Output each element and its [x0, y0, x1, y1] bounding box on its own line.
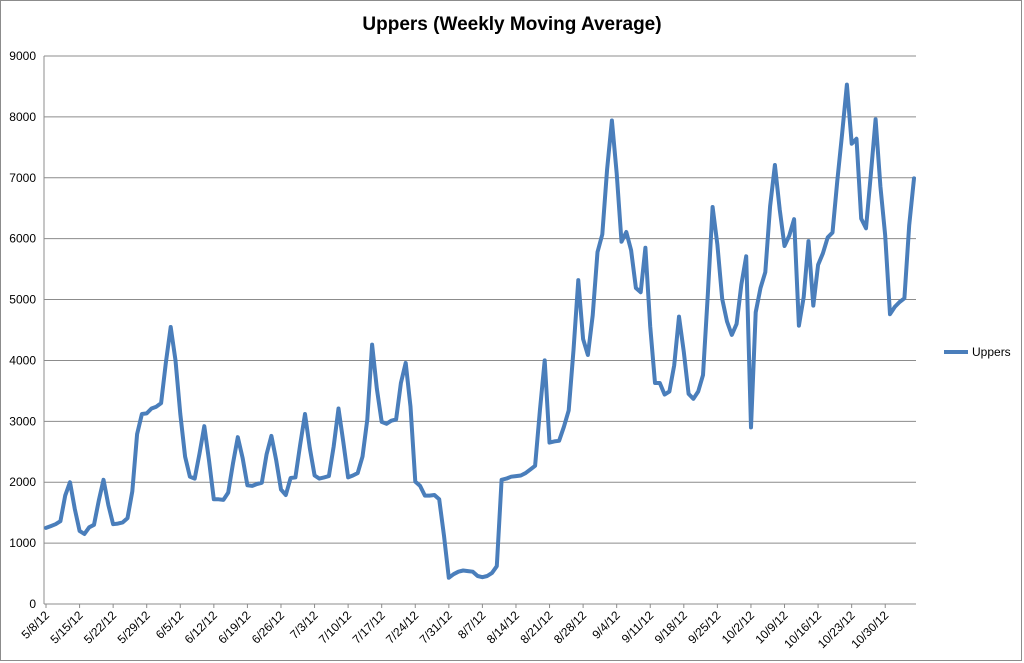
y-tick-label: 6000 [9, 232, 36, 246]
y-tick-labels: 0 1000 2000 3000 4000 5000 6000 7000 8000 9000 [9, 49, 36, 611]
x-tick-label: 9/4/12 [589, 608, 623, 642]
x-tick-label: 7/31/12 [417, 608, 455, 646]
x-tick-label: 8/21/12 [517, 608, 555, 646]
gridlines [44, 55, 916, 544]
series-line-uppers [44, 82, 916, 580]
x-tick-label: 6/26/12 [249, 608, 287, 646]
y-tick-label: 5000 [9, 293, 36, 307]
legend-label-uppers: Uppers [972, 345, 1011, 359]
x-tick-label: 6/12/12 [182, 608, 220, 646]
x-tick-label: 9/11/12 [619, 608, 657, 646]
x-tick-label: 10/30/12 [848, 608, 891, 651]
legend: Uppers [944, 345, 1011, 359]
x-tick-label: 8/28/12 [551, 608, 589, 646]
y-tick-label: 0 [29, 597, 36, 611]
x-tick-label: 5/29/12 [115, 608, 153, 646]
y-tick-label: 7000 [9, 171, 36, 185]
y-tick-label: 3000 [9, 414, 36, 428]
x-tick-label: 7/17/12 [350, 608, 388, 646]
x-tick-label: 6/19/12 [215, 608, 253, 646]
y-tick-label: 8000 [9, 110, 36, 124]
x-tick-label: 5/15/12 [47, 608, 85, 646]
x-tick-label: 9/18/12 [652, 608, 690, 646]
x-tick-label: 7/24/12 [383, 608, 421, 646]
x-tick-label: 9/25/12 [685, 608, 723, 646]
x-tick-label: 7/10/12 [316, 608, 354, 646]
axes [43, 56, 916, 608]
x-tick-label: 8/14/12 [484, 608, 522, 646]
x-tick-labels: 5/8/125/15/125/22/125/29/12 6/5/126/12/12… [19, 608, 892, 651]
y-tick-label: 1000 [9, 536, 36, 550]
y-tick-label: 9000 [9, 49, 36, 63]
x-tick-label: 5/22/12 [81, 608, 119, 646]
y-tick-label: 2000 [9, 475, 36, 489]
x-tick-label: 10/2/12 [719, 608, 757, 646]
y-tick-label: 4000 [9, 353, 36, 367]
series-lines [44, 82, 916, 580]
chart-title: Uppers (Weekly Moving Average) [362, 14, 662, 35]
